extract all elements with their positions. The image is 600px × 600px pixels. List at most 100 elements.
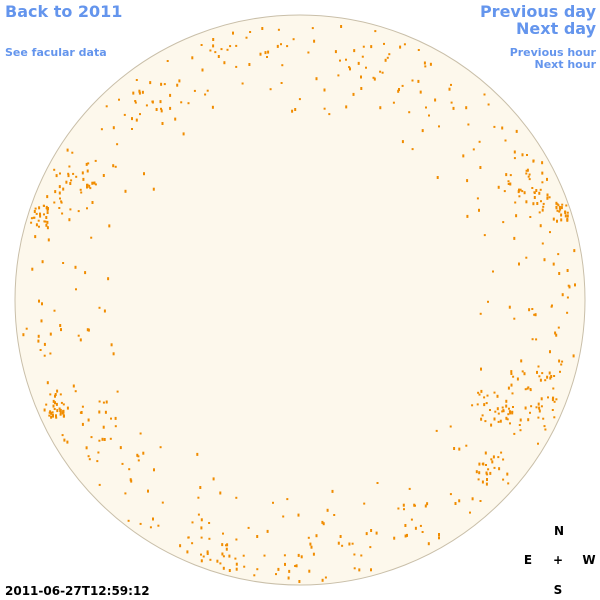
facula-dot [566, 311, 569, 314]
facula-dot [58, 207, 61, 209]
facula-dot [294, 108, 297, 111]
facula-dot [67, 174, 70, 178]
facula-dot [147, 489, 149, 493]
facula-dot [42, 204, 45, 207]
facula-dot [242, 554, 245, 557]
facula-dot [424, 65, 427, 68]
facula-dot [225, 547, 228, 551]
facula-dot [383, 42, 385, 45]
facula-dot [22, 333, 25, 337]
facula-dot [139, 432, 142, 435]
facula-dot [492, 455, 495, 459]
facula-dot [549, 231, 551, 234]
facula-dot [529, 216, 532, 218]
facula-dot [452, 106, 455, 110]
facula-dot [526, 168, 529, 172]
facula-dot [550, 375, 553, 378]
facula-dot [538, 211, 541, 214]
facula-dot [138, 89, 141, 93]
facula-dot [62, 403, 65, 406]
facula-dot [166, 60, 169, 62]
facula-dot [560, 213, 563, 217]
facula-dot [537, 402, 540, 406]
facula-dot [55, 416, 58, 419]
facula-dot [541, 208, 544, 212]
facula-dot [561, 360, 564, 363]
facula-dot [91, 201, 94, 204]
facula-dot [529, 411, 531, 414]
facula-dot [505, 173, 508, 177]
facula-dot [201, 68, 204, 72]
facula-dot [360, 554, 363, 557]
facula-dot [79, 338, 82, 342]
facula-dot [323, 107, 326, 110]
facula-dot [60, 401, 63, 404]
facula-dot [44, 220, 47, 223]
facula-dot [107, 277, 110, 281]
compass-west: W [582, 553, 595, 567]
facula-dot [46, 208, 49, 212]
facula-dot [322, 522, 325, 526]
facula-dot [392, 101, 395, 104]
facula-dot [574, 283, 576, 287]
facula-dot [530, 405, 533, 408]
facula-dot [397, 507, 400, 510]
next-hour-link[interactable]: Next hour [535, 58, 597, 71]
facula-dot [328, 113, 331, 116]
facula-dot [546, 177, 548, 181]
previous-day-link[interactable]: Previous day [480, 2, 597, 21]
facular-link[interactable]: See facular data [5, 46, 107, 59]
facula-dot [53, 201, 56, 204]
facula-dot [208, 522, 211, 524]
facula-dot [519, 429, 522, 432]
facula-dot [572, 354, 575, 358]
facula-dot [286, 498, 289, 501]
facula-dot [196, 452, 199, 456]
facula-dot [540, 397, 543, 401]
facula-dot [532, 202, 535, 206]
back-link[interactable]: Back to 2011 [5, 2, 122, 21]
facula-dot [77, 334, 80, 337]
facula-dot [480, 367, 482, 371]
facula-dot [261, 27, 264, 30]
facula-dot [68, 218, 71, 222]
facula-dot [110, 417, 112, 420]
facula-dot [449, 493, 452, 496]
facula-dot [116, 390, 119, 393]
facula-dot [222, 532, 224, 535]
facula-dot [485, 402, 488, 405]
facula-dot [544, 428, 547, 431]
facula-dot [475, 470, 478, 474]
facula-dot [94, 159, 97, 162]
facula-dot [503, 190, 506, 193]
facula-dot [139, 113, 141, 116]
facula-dot [478, 208, 480, 212]
facula-dot [37, 219, 40, 222]
facula-dot [248, 63, 251, 66]
facula-dot [186, 550, 189, 554]
facula-dot [547, 396, 549, 399]
facula-dot [558, 206, 561, 209]
facula-dot [403, 43, 406, 46]
facula-dot [370, 529, 373, 532]
facula-dot [35, 223, 38, 227]
facula-dot [478, 471, 481, 475]
next-day-link[interactable]: Next day [516, 19, 597, 38]
facula-dot [93, 181, 96, 185]
facula-dot [511, 411, 514, 415]
facula-dot [532, 159, 535, 162]
facula-dot [497, 185, 500, 189]
facula-dot [128, 468, 131, 471]
facula-dot [40, 319, 43, 323]
facula-dot [59, 413, 62, 416]
facula-dot [174, 117, 177, 121]
facula-dot [423, 61, 426, 65]
facula-dot [53, 168, 56, 171]
previous-hour-link[interactable]: Previous hour [510, 46, 597, 59]
facula-dot [435, 429, 438, 432]
facula-dot [484, 451, 487, 455]
facula-dot [568, 285, 571, 289]
facula-dot [541, 161, 544, 165]
facula-dot [138, 91, 141, 95]
facula-dot [566, 296, 569, 299]
